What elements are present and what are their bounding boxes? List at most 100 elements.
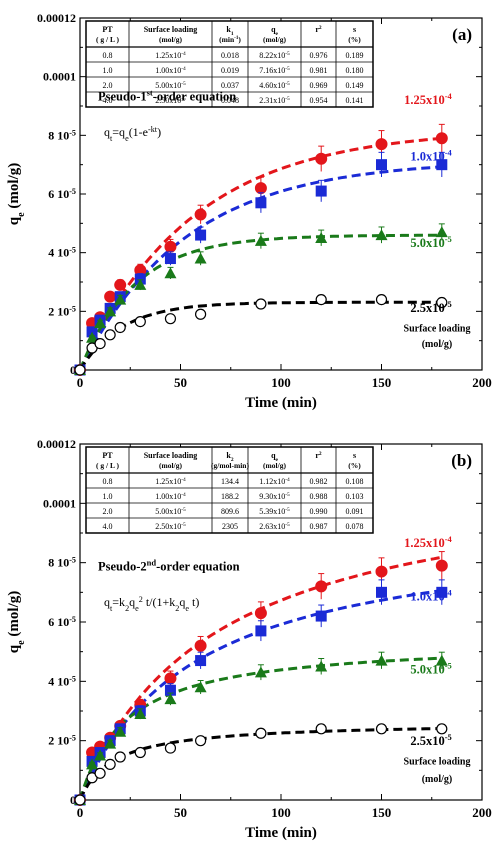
- table-cell: 0.969: [310, 81, 328, 90]
- data-point: [436, 723, 448, 735]
- x-tick-label: 150: [372, 805, 392, 820]
- table-cell: 1.0: [103, 66, 113, 75]
- surface-loading-caption: Surface loading: [404, 323, 471, 334]
- table-cell: 0.103: [346, 492, 364, 501]
- table-cell: 1.0: [103, 492, 113, 501]
- data-point: [114, 321, 126, 334]
- table-cell: 9.30x10-5: [259, 492, 290, 501]
- series-3: [74, 723, 448, 806]
- y-tick-label: 0: [70, 793, 76, 807]
- fit-curve-3: [78, 300, 442, 371]
- series-2: [74, 651, 448, 805]
- y-tick-label: 2 10-5: [48, 733, 76, 748]
- data-point: [104, 290, 117, 303]
- data-point: [134, 316, 146, 328]
- table-cell: 5.00x10-5: [155, 507, 186, 516]
- parameter-table: PT( g / L )Surface loading(mol/g)k1(min-…: [85, 20, 374, 108]
- x-tick-label: 100: [271, 805, 291, 820]
- data-point: [194, 681, 207, 693]
- data-point: [435, 559, 448, 572]
- table-header-unit: (%): [348, 35, 361, 44]
- table-cell: 7.16x10-5: [259, 66, 290, 75]
- x-tick-label: 200: [472, 375, 492, 390]
- data-point: [315, 294, 327, 306]
- series-label: 1.0x10-4: [410, 588, 452, 604]
- data-point: [195, 655, 207, 667]
- data-point: [86, 331, 99, 343]
- table-header-unit: (g/mol-min): [211, 461, 249, 470]
- x-tick-label: 50: [174, 375, 187, 390]
- data-point: [164, 742, 177, 754]
- data-point: [114, 293, 127, 305]
- data-point: [375, 723, 388, 735]
- data-point: [114, 725, 127, 737]
- table-cell: 1.25x10-4: [155, 477, 186, 486]
- data-point: [94, 749, 107, 761]
- data-point: [164, 672, 177, 685]
- table-header-unit: (mol/g): [159, 35, 182, 44]
- x-tick-label: 50: [174, 805, 187, 820]
- series-label: 1.25x10-4: [404, 534, 452, 550]
- series-0: [74, 123, 448, 376]
- data-point: [104, 305, 117, 317]
- data-point: [74, 364, 86, 376]
- table-cell: 4.0: [103, 96, 113, 105]
- data-point: [315, 232, 328, 243]
- model-title: Pseudo-1st-order equation: [98, 88, 236, 104]
- x-axis-label: Time (min): [245, 395, 317, 411]
- table-cell: 1.12x10-4: [259, 477, 290, 486]
- fit-curve-0: [78, 136, 442, 371]
- data-point: [114, 751, 126, 763]
- data-point: [255, 197, 267, 209]
- table-cell: 0.180: [346, 66, 364, 75]
- data-point: [376, 159, 387, 171]
- data-point: [435, 132, 448, 145]
- data-point: [315, 152, 328, 165]
- table-cell: 2.0: [103, 507, 113, 516]
- series-label: 2.5x10-5: [410, 299, 451, 315]
- table-cell: 8.22x10-5: [259, 51, 290, 60]
- data-point: [375, 565, 388, 578]
- table-header-unit: (mol/g): [159, 461, 182, 470]
- table-cell: 0.149: [346, 81, 364, 90]
- table-cell: 0.982: [310, 477, 328, 486]
- table-header: qe: [271, 25, 278, 37]
- model-title: Pseudo-2nd-order equation: [98, 557, 240, 573]
- data-point: [375, 294, 388, 306]
- data-point: [74, 794, 86, 806]
- data-point: [375, 654, 388, 666]
- data-point: [255, 625, 267, 637]
- model-equation: qt=k2qe2 t/(1+k2qe t): [104, 594, 199, 612]
- table-border: [85, 20, 374, 108]
- table-cell: 1.00x10-4: [155, 492, 186, 501]
- table-header-unit: (mol/g): [263, 461, 286, 470]
- table-cell: 0.019: [221, 66, 239, 75]
- data-point: [104, 758, 116, 771]
- data-point: [376, 586, 387, 598]
- table-cell: 2.50x10-5: [155, 522, 186, 531]
- y-tick-label: 0.00012: [37, 11, 76, 25]
- y-tick-label: 0.0001: [43, 70, 76, 84]
- table-cell: 2.63x10-5: [259, 522, 290, 531]
- table-header: k2: [226, 451, 233, 463]
- table-cell: 0.988: [310, 492, 328, 501]
- table-cell: 134.4: [221, 477, 239, 486]
- table-header: PT: [102, 25, 113, 34]
- data-point: [255, 727, 267, 739]
- table-header-unit: ( g / L ): [96, 461, 119, 470]
- table-header: s: [353, 25, 356, 34]
- series-label: 5.0x10-5: [410, 661, 451, 677]
- table-cell: 0.189: [346, 51, 364, 60]
- table-header: s: [353, 451, 356, 460]
- data-point: [86, 758, 99, 770]
- data-point: [194, 639, 207, 652]
- table-cell: 0.048: [221, 96, 239, 105]
- data-point: [195, 308, 207, 320]
- y-tick-label: 6 10-5: [48, 615, 76, 630]
- table-border: [85, 446, 374, 534]
- y-tick-label: 8 10-5: [48, 555, 76, 570]
- y-tick-label: 6 10-5: [48, 187, 76, 202]
- data-point: [104, 737, 117, 749]
- table-cell: 0.987: [310, 522, 328, 531]
